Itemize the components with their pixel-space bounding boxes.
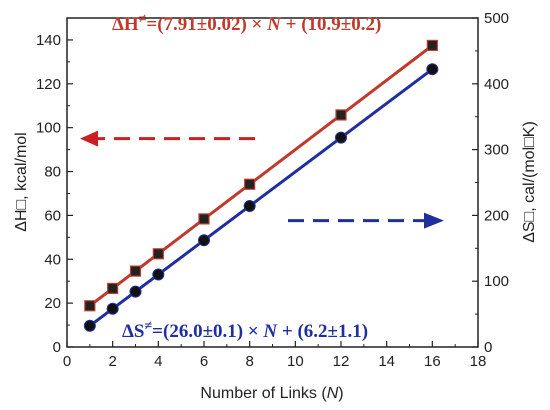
entropy-point xyxy=(83,319,96,332)
right-y-axis-title: ΔS□, cal/(mol□K) xyxy=(521,121,538,243)
x-tick-label: 2 xyxy=(108,353,116,370)
enthalpy-fit-line xyxy=(88,44,434,307)
entropy-point xyxy=(129,285,142,298)
left-y-tick-label: 0 xyxy=(53,339,61,356)
x-tick-label: 18 xyxy=(470,353,487,370)
right-y-tick-label: 500 xyxy=(484,10,509,27)
x-tick-label: 4 xyxy=(154,353,162,370)
x-tick-label: 14 xyxy=(378,353,395,370)
entropy-point xyxy=(106,302,119,315)
entropy-point xyxy=(198,234,210,247)
left-y-tick-label: 100 xyxy=(36,120,61,137)
enthalpy-point xyxy=(107,282,119,295)
enthalpy-point xyxy=(335,109,347,121)
x-tick-label: 12 xyxy=(333,353,350,370)
left-y-tick-label: 60 xyxy=(44,207,61,224)
enthalpy-point xyxy=(426,39,438,52)
x-tick-label: 16 xyxy=(424,353,441,370)
left-y-tick-label: 120 xyxy=(36,76,61,93)
entropy-point xyxy=(243,200,256,213)
enthalpy-point xyxy=(84,300,96,312)
left-y-tick-label: 40 xyxy=(44,251,61,268)
entropy-fit-line xyxy=(88,67,434,328)
left-y-axis-title: ΔH□, kcal/mol xyxy=(13,132,30,231)
enthalpy-equation: ΔH≠=(7.91±0.02) × N + (10.9±0.2) xyxy=(112,12,381,35)
x-tick-label: 8 xyxy=(245,353,253,370)
x-tick-label: 0 xyxy=(63,353,71,370)
enthalpy-point xyxy=(198,213,210,225)
x-tick-label: 6 xyxy=(200,353,208,370)
enthalpy-point xyxy=(129,265,142,277)
x-tick-label: 10 xyxy=(287,353,304,370)
right-y-tick-label: 400 xyxy=(484,76,509,93)
left-y-tick-label: 140 xyxy=(36,32,61,49)
entropy-point xyxy=(426,63,439,76)
left-arrowhead-icon xyxy=(80,130,98,147)
right-y-tick-label: 200 xyxy=(484,207,509,224)
left-y-tick-label: 20 xyxy=(44,295,61,312)
x-axis-title: Number of Links (N) xyxy=(200,385,343,402)
enthalpy-point xyxy=(244,178,256,190)
entropy-point xyxy=(335,131,347,144)
left-y-tick-label: 80 xyxy=(44,164,61,181)
right-y-tick-label: 0 xyxy=(484,339,492,356)
right-arrowhead-icon xyxy=(424,212,444,229)
right-y-tick-label: 100 xyxy=(484,273,509,290)
right-y-tick-label: 300 xyxy=(484,142,509,159)
enthalpy-point xyxy=(152,248,164,260)
entropy-equation: ΔS≠=(26.0±0.1) × N + (6.2±1.1) xyxy=(122,319,368,342)
entropy-point xyxy=(152,268,165,281)
